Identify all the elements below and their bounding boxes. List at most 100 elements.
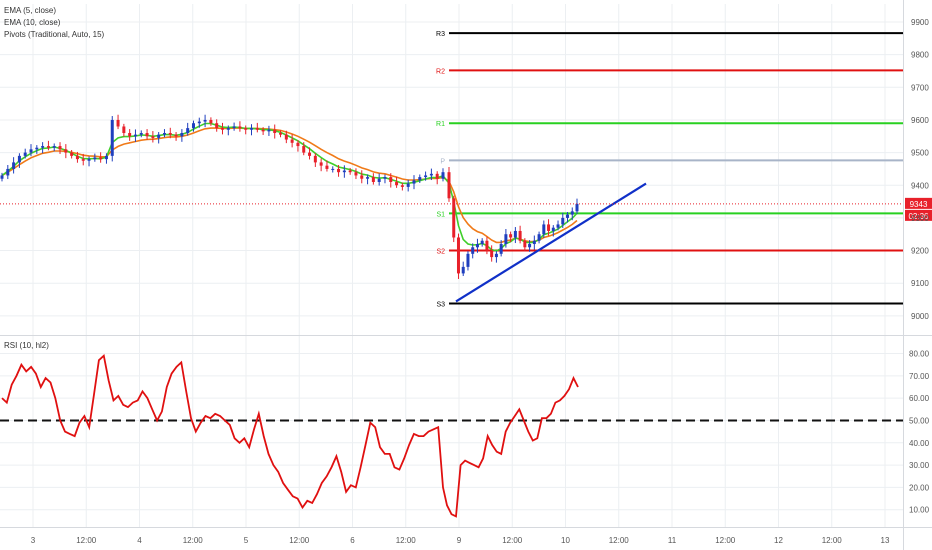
- legend-ema10[interactable]: EMA (10, close): [4, 18, 61, 27]
- candle-down: [337, 168, 341, 173]
- ema5-line: [1, 122, 578, 252]
- time-tick-label: 12:00: [609, 536, 630, 545]
- candle-up: [475, 244, 479, 248]
- candle-up: [532, 240, 536, 245]
- candle-up: [52, 146, 56, 148]
- candles: [0, 114, 579, 279]
- time-tick-label: 12:00: [76, 536, 97, 545]
- time-tick-label: 9: [457, 536, 462, 545]
- countdown-tag: [905, 209, 932, 221]
- candle-down: [308, 152, 312, 156]
- candle-down: [64, 149, 68, 153]
- price-tick-label: 9800: [911, 51, 929, 60]
- candle-up: [504, 234, 508, 245]
- candle-up: [232, 126, 236, 129]
- price-tick-label: 9200: [911, 247, 929, 256]
- ema-lines: [1, 122, 578, 252]
- rsi-tick-label: 30.00: [909, 461, 930, 470]
- candle-up: [12, 162, 16, 169]
- price-tag-label: 9343: [910, 200, 928, 209]
- time-tick-label: 12:00: [502, 536, 523, 545]
- candle-up: [471, 247, 475, 254]
- price-tick-label: 9700: [911, 83, 929, 92]
- candle-down: [273, 129, 277, 134]
- legend-rsi[interactable]: RSI (10, hl2): [4, 341, 49, 350]
- candle-down: [116, 119, 120, 127]
- candle-up: [499, 244, 503, 254]
- candle-up: [186, 128, 190, 134]
- price-tag: [905, 197, 932, 209]
- candle-up: [377, 178, 381, 182]
- candle-up: [93, 157, 97, 160]
- candle-down: [296, 142, 300, 147]
- rsi-tick-label: 80.00: [909, 350, 930, 359]
- trendline[interactable]: [455, 182, 647, 303]
- candle-up: [331, 168, 335, 170]
- rsi-tick-label: 40.00: [909, 439, 930, 448]
- pivot-label-r2: R2: [436, 68, 445, 75]
- pivot-label-r1: R1: [436, 121, 445, 128]
- candle-up: [551, 227, 555, 231]
- candle-up: [406, 183, 410, 187]
- price-tick-label: 9400: [911, 181, 929, 190]
- rsi-tick-label: 70.00: [909, 372, 930, 381]
- candle-down: [360, 175, 364, 179]
- candle-down: [151, 136, 155, 138]
- ema10-line: [1, 127, 578, 244]
- candle-down: [452, 198, 456, 238]
- candle-up: [342, 170, 346, 173]
- candle-down: [255, 128, 259, 130]
- rsi-panel: [0, 353, 903, 518]
- price-tick-label: 9600: [911, 116, 929, 125]
- candle-down: [122, 126, 126, 134]
- candle-up: [23, 152, 27, 156]
- countdown-tag-label: 02:36: [908, 212, 929, 221]
- candle-up: [35, 147, 39, 150]
- candle-up: [383, 177, 387, 179]
- legend-pivots[interactable]: Pivots (Traditional, Auto, 15): [4, 30, 105, 39]
- candle-down: [145, 133, 149, 137]
- candle-up: [267, 129, 271, 132]
- price-tick-label: 9900: [911, 18, 929, 27]
- candle-up: [41, 146, 45, 148]
- time-tick-label: 3: [31, 536, 36, 545]
- candle-up: [561, 217, 565, 225]
- candle-up: [424, 175, 428, 178]
- price-tick-label: 9100: [911, 279, 929, 288]
- candle-up: [366, 177, 370, 179]
- legend-ema5[interactable]: EMA (5, close): [4, 6, 57, 15]
- candle-up: [412, 180, 416, 184]
- grid: [0, 4, 903, 527]
- time-tick-label: 4: [137, 536, 142, 545]
- candle-down: [81, 159, 85, 161]
- candle-down: [302, 146, 306, 153]
- candle-down: [58, 146, 62, 150]
- candle-down: [490, 250, 494, 258]
- candle-down: [238, 126, 242, 129]
- candle-up: [157, 134, 161, 138]
- candle-down: [509, 234, 513, 238]
- candle-down: [371, 177, 375, 182]
- candle-down: [70, 152, 74, 156]
- candle-down: [456, 237, 460, 274]
- candle-up: [461, 266, 465, 274]
- candle-down: [400, 185, 404, 187]
- candle-up: [162, 133, 166, 135]
- candle-down: [279, 133, 283, 135]
- price-tick-label: 9000: [911, 312, 929, 321]
- candle-down: [447, 172, 451, 199]
- candle-up: [542, 224, 546, 235]
- candle-up: [575, 203, 579, 212]
- candle-down: [174, 134, 178, 137]
- candle-up: [0, 175, 4, 179]
- rsi-tick-label: 10.00: [909, 506, 930, 515]
- candle-up: [570, 211, 574, 215]
- candle-up: [17, 155, 21, 163]
- candle-up: [566, 214, 570, 218]
- candle-down: [435, 173, 439, 179]
- trendline[interactable]: [455, 182, 647, 303]
- candle-down: [290, 139, 294, 143]
- time-tick-label: 10: [561, 536, 570, 545]
